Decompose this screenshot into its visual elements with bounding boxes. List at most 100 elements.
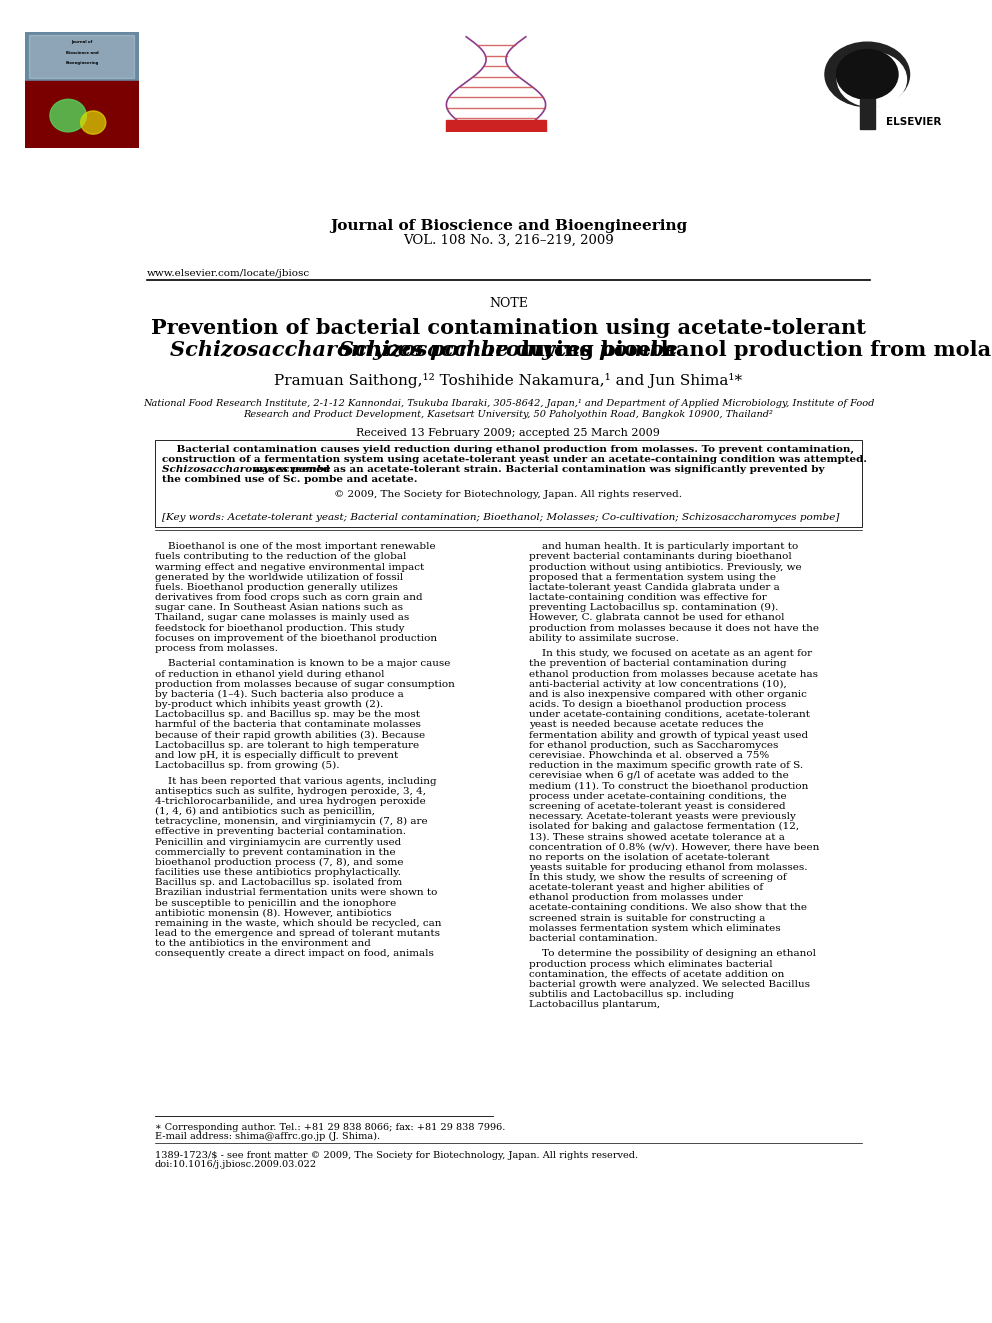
Text: NOTE: NOTE — [489, 298, 528, 311]
Text: of reduction in ethanol yield during ethanol: of reduction in ethanol yield during eth… — [155, 669, 384, 679]
Text: Bacterial contamination is known to be a major cause: Bacterial contamination is known to be a… — [155, 659, 450, 668]
Text: acetate-tolerant yeast and higher abilities of: acetate-tolerant yeast and higher abilit… — [529, 882, 763, 892]
Text: Thailand, sugar cane molasses is mainly used as: Thailand, sugar cane molasses is mainly … — [155, 614, 409, 622]
Text: effective in preventing bacterial contamination.: effective in preventing bacterial contam… — [155, 827, 406, 836]
Ellipse shape — [825, 42, 910, 107]
Text: isolated for baking and galactose fermentation (12,: isolated for baking and galactose fermen… — [529, 822, 800, 831]
Text: acids. To design a bioethanol production process: acids. To design a bioethanol production… — [529, 700, 787, 709]
Text: commercially to prevent contamination in the: commercially to prevent contamination in… — [155, 848, 396, 857]
Text: Lactobacillus sp. are tolerant to high temperature: Lactobacillus sp. are tolerant to high t… — [155, 741, 419, 750]
Text: 1389-1723/$ - see front matter © 2009, The Society for Biotechnology, Japan. All: 1389-1723/$ - see front matter © 2009, T… — [155, 1151, 638, 1159]
Bar — [25, 32, 139, 81]
Text: yeast is needed because acetate reduces the: yeast is needed because acetate reduces … — [529, 721, 764, 729]
Text: harmful of the bacteria that contaminate molasses: harmful of the bacteria that contaminate… — [155, 721, 421, 729]
FancyBboxPatch shape — [30, 36, 134, 78]
Text: remaining in the waste, which should be recycled, can: remaining in the waste, which should be … — [155, 919, 441, 927]
Text: Journal of Bioscience and Bioengineering: Journal of Bioscience and Bioengineering — [329, 218, 687, 233]
Text: antiseptics such as sulfite, hydrogen peroxide, 3, 4,: antiseptics such as sulfite, hydrogen pe… — [155, 787, 426, 795]
Text: It has been reported that various agents, including: It has been reported that various agents… — [155, 777, 436, 786]
Text: medium (11). To construct the bioethanol production: medium (11). To construct the bioethanol… — [529, 782, 808, 791]
Text: necessary. Acetate-tolerant yeasts were previously: necessary. Acetate-tolerant yeasts were … — [529, 812, 796, 820]
Text: bacterial growth were analyzed. We selected Bacillus: bacterial growth were analyzed. We selec… — [529, 980, 810, 988]
Text: because of their rapid growth abilities (3). Because: because of their rapid growth abilities … — [155, 730, 425, 740]
Text: screening of acetate-tolerant yeast is considered: screening of acetate-tolerant yeast is c… — [529, 802, 786, 811]
Text: prevent bacterial contaminants during bioethanol: prevent bacterial contaminants during bi… — [529, 553, 792, 561]
Text: concentration of 0.8% (w/v). However, there have been: concentration of 0.8% (w/v). However, th… — [529, 843, 819, 852]
Text: reduction in the maximum specific growth rate of S.: reduction in the maximum specific growth… — [529, 761, 804, 770]
Text: no reports on the isolation of acetate-tolerant: no reports on the isolation of acetate-t… — [529, 852, 770, 861]
Text: 13). These strains showed acetate tolerance at a: 13). These strains showed acetate tolera… — [529, 832, 785, 841]
Text: 4-trichlorocarbanilide, and urea hydrogen peroxide: 4-trichlorocarbanilide, and urea hydroge… — [155, 796, 426, 806]
FancyBboxPatch shape — [155, 439, 862, 527]
Text: feedstock for bioethanol production. This study: feedstock for bioethanol production. Thi… — [155, 623, 405, 632]
Text: Penicillin and virginiamycin are currently used: Penicillin and virginiamycin are current… — [155, 837, 401, 847]
Text: fermentation ability and growth of typical yeast used: fermentation ability and growth of typic… — [529, 730, 808, 740]
Text: Lactobacillus plantarum,: Lactobacillus plantarum, — [529, 1000, 661, 1009]
Text: the combined use of Sc. pombe and acetate.: the combined use of Sc. pombe and acetat… — [163, 475, 418, 484]
Text: ability to assimilate sucrose.: ability to assimilate sucrose. — [529, 634, 680, 643]
Text: Received 13 February 2009; accepted 25 March 2009: Received 13 February 2009; accepted 25 M… — [356, 429, 661, 438]
Ellipse shape — [836, 50, 898, 99]
Text: derivatives from food crops such as corn grain and: derivatives from food crops such as corn… — [155, 593, 423, 602]
Text: fuels. Bioethanol production generally utilizes: fuels. Bioethanol production generally u… — [155, 583, 398, 591]
Text: cerevisiae when 6 g/l of acetate was added to the: cerevisiae when 6 g/l of acetate was add… — [529, 771, 789, 781]
Text: ELSEVIER: ELSEVIER — [886, 116, 941, 127]
Text: focuses on improvement of the bioethanol production: focuses on improvement of the bioethanol… — [155, 634, 436, 643]
Text: the prevention of bacterial contamination during: the prevention of bacterial contaminatio… — [529, 659, 787, 668]
Text: Prevention of bacterial contamination using acetate-tolerant: Prevention of bacterial contamination us… — [151, 318, 866, 339]
Text: Journal of: Journal of — [71, 41, 92, 45]
Text: tetracycline, monensin, and virginiamycin (7, 8) are: tetracycline, monensin, and virginiamyci… — [155, 818, 428, 827]
Text: Lactobacillus sp. and Bacillus sp. may be the most: Lactobacillus sp. and Bacillus sp. may b… — [155, 710, 420, 720]
Ellipse shape — [837, 52, 907, 107]
Text: and is also inexpensive compared with other organic: and is also inexpensive compared with ot… — [529, 689, 807, 699]
Text: production from molasses because it does not have the: production from molasses because it does… — [529, 623, 819, 632]
Text: to the antibiotics in the environment and: to the antibiotics in the environment an… — [155, 939, 371, 949]
Text: ∗ Corresponding author. Tel.: +81 29 838 8066; fax: +81 29 838 7996.: ∗ Corresponding author. Tel.: +81 29 838… — [155, 1123, 505, 1131]
Text: ethanol production from molasses under: ethanol production from molasses under — [529, 893, 743, 902]
Text: However, C. glabrata cannot be used for ethanol: However, C. glabrata cannot be used for … — [529, 614, 785, 622]
Text: bioethanol production process (7, 8), and some: bioethanol production process (7, 8), an… — [155, 857, 404, 867]
Text: and low pH, it is especially difficult to prevent: and low pH, it is especially difficult t… — [155, 751, 398, 759]
Text: Research and Product Development, Kasetsart University, 50 Paholyothin Road, Ban: Research and Product Development, Kasets… — [243, 410, 774, 419]
Text: Schizosaccharomyces pombe: Schizosaccharomyces pombe — [170, 340, 509, 360]
Text: process from molasses.: process from molasses. — [155, 644, 278, 652]
Text: Schizosaccharomyces pombe: Schizosaccharomyces pombe — [339, 340, 678, 360]
Text: under acetate-containing conditions, acetate-tolerant: under acetate-containing conditions, ace… — [529, 710, 810, 720]
Text: construction of a fermentation system using acetate-tolerant yeast under an acet: construction of a fermentation system us… — [163, 455, 867, 464]
Bar — [859, 99, 875, 130]
Text: preventing Lactobacillus sp. contamination (9).: preventing Lactobacillus sp. contaminati… — [529, 603, 779, 613]
Text: anti-bacterial activity at low concentrations (10),: anti-bacterial activity at low concentra… — [529, 680, 787, 689]
Text: doi:10.1016/j.jbiosc.2009.03.022: doi:10.1016/j.jbiosc.2009.03.022 — [155, 1160, 316, 1168]
Text: sugar cane. In Southeast Asian nations such as: sugar cane. In Southeast Asian nations s… — [155, 603, 403, 613]
Text: was screened as an acetate-tolerant strain. Bacterial contamination was signific: was screened as an acetate-tolerant stra… — [163, 466, 825, 474]
Text: facilities use these antibiotics prophylactically.: facilities use these antibiotics prophyl… — [155, 868, 401, 877]
Text: (1, 4, 6) and antibiotics such as penicillin,: (1, 4, 6) and antibiotics such as penici… — [155, 807, 375, 816]
Text: lead to the emergence and spread of tolerant mutants: lead to the emergence and spread of tole… — [155, 929, 439, 938]
Text: yeasts suitable for producing ethanol from molasses.: yeasts suitable for producing ethanol fr… — [529, 863, 807, 872]
Text: production process which eliminates bacterial: production process which eliminates bact… — [529, 959, 773, 968]
Text: consequently create a direct impact on food, animals: consequently create a direct impact on f… — [155, 950, 434, 958]
Text: lactate-tolerant yeast Candida glabrata under a: lactate-tolerant yeast Candida glabrata … — [529, 583, 780, 591]
Ellipse shape — [50, 99, 86, 132]
Text: Pramuan Saithong,¹² Toshihide Nakamura,¹ and Jun Shima¹*: Pramuan Saithong,¹² Toshihide Nakamura,¹… — [275, 373, 742, 388]
Text: subtilis and Lactobacillus sp. including: subtilis and Lactobacillus sp. including — [529, 990, 734, 999]
Text: © 2009, The Society for Biotechnology, Japan. All rights reserved.: © 2009, The Society for Biotechnology, J… — [334, 490, 682, 499]
Text: production from molasses because of sugar consumption: production from molasses because of suga… — [155, 680, 454, 689]
Text: National Food Research Institute, 2-1-12 Kannondai, Tsukuba Ibaraki, 305-8642, J: National Food Research Institute, 2-1-12… — [143, 400, 874, 407]
Text: antibiotic monensin (8). However, antibiotics: antibiotic monensin (8). However, antibi… — [155, 909, 392, 918]
Text: molasses fermentation system which eliminates: molasses fermentation system which elimi… — [529, 923, 781, 933]
Text: To determine the possibility of designing an ethanol: To determine the possibility of designin… — [529, 950, 816, 958]
Text: Bioscience and: Bioscience and — [65, 50, 98, 54]
Text: during bioethanol production from molasses: during bioethanol production from molass… — [509, 340, 992, 360]
Text: warming effect and negative environmental impact: warming effect and negative environmenta… — [155, 562, 424, 572]
Text: bacterial contamination.: bacterial contamination. — [529, 934, 658, 943]
Text: Bioethanol is one of the most important renewable: Bioethanol is one of the most important … — [155, 542, 435, 552]
Text: process under acetate-containing conditions, the: process under acetate-containing conditi… — [529, 791, 787, 800]
Text: and human health. It is particularly important to: and human health. It is particularly imp… — [529, 542, 799, 552]
Text: contamination, the effects of acetate addition on: contamination, the effects of acetate ad… — [529, 970, 785, 979]
Text: ethanol production from molasses because acetate has: ethanol production from molasses because… — [529, 669, 818, 679]
Text: VOL. 108 No. 3, 216–219, 2009: VOL. 108 No. 3, 216–219, 2009 — [403, 234, 614, 247]
Text: proposed that a fermentation system using the: proposed that a fermentation system usin… — [529, 573, 776, 582]
Text: [Key words: Acetate-tolerant yeast; Bacterial contamination; Bioethanol; Molasse: [Key words: Acetate-tolerant yeast; Bact… — [163, 513, 840, 523]
Text: by bacteria (1–4). Such bacteria also produce a: by bacteria (1–4). Such bacteria also pr… — [155, 689, 404, 699]
